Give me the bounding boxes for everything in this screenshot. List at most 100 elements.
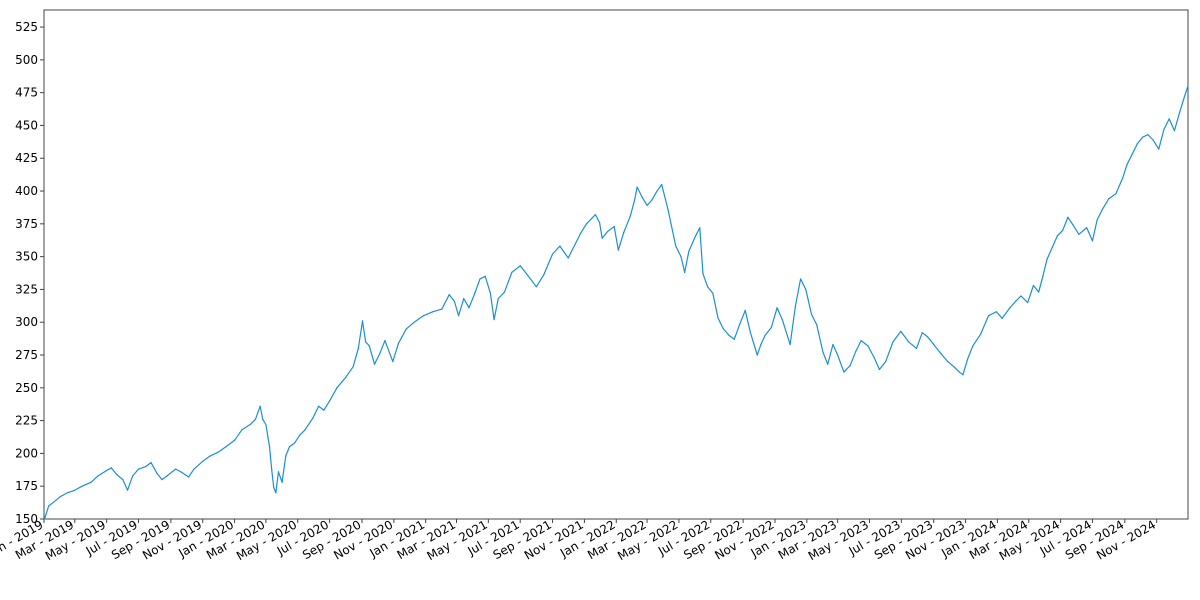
data-point [318, 405, 320, 407]
data-point [580, 232, 582, 234]
data-point [567, 257, 569, 259]
data-point [53, 501, 55, 503]
data-point [97, 475, 99, 477]
data-point [271, 468, 273, 470]
data-point [1056, 235, 1059, 237]
data-point [180, 471, 182, 473]
data-point [805, 288, 807, 291]
y-tick-label: 400 [15, 184, 38, 198]
data-point [468, 307, 470, 309]
data-point [860, 339, 862, 342]
data-point [1072, 224, 1074, 226]
data-point [1051, 246, 1053, 249]
data-point [606, 231, 608, 233]
data-point [622, 232, 625, 234]
data-point [728, 334, 730, 336]
data-point [873, 357, 875, 359]
data-point [463, 298, 465, 300]
data-point [265, 423, 267, 426]
data-point [373, 363, 376, 365]
data-point [1179, 111, 1181, 113]
data-point [617, 249, 619, 251]
data-point [559, 245, 561, 247]
data-point [48, 505, 50, 507]
data-point [680, 256, 682, 258]
data-point [397, 342, 400, 344]
data-point [132, 475, 134, 477]
data-point [413, 321, 415, 323]
data-point [629, 215, 631, 217]
data-point [543, 274, 545, 276]
data-point [733, 338, 735, 340]
data-point [1163, 128, 1165, 130]
data-point [379, 353, 381, 355]
data-point [106, 469, 108, 472]
data-point [479, 278, 481, 280]
data-point [770, 326, 772, 329]
data-point [794, 305, 796, 308]
data-point [249, 423, 251, 426]
series-layer [43, 85, 1189, 520]
data-point [980, 333, 982, 335]
data-point [1115, 193, 1117, 195]
data-point [601, 237, 603, 239]
data-point [202, 460, 204, 462]
data-point [345, 376, 347, 378]
data-point [268, 446, 271, 448]
y-tick-label: 275 [15, 348, 38, 362]
data-point [1086, 227, 1088, 229]
data-point [441, 308, 443, 310]
data-point [1027, 301, 1029, 304]
data-point [827, 363, 829, 365]
data-point [193, 468, 195, 470]
data-point [1091, 240, 1094, 242]
y-tick-label: 225 [15, 414, 38, 428]
data-point [900, 330, 902, 332]
data-point [81, 485, 83, 487]
y-tick-label: 450 [15, 118, 38, 132]
data-point [526, 274, 529, 276]
data-point [365, 341, 367, 343]
data-point [843, 371, 845, 373]
data-point [59, 496, 61, 498]
data-point [497, 298, 499, 300]
data-point [126, 489, 129, 491]
data-point [822, 351, 824, 353]
data-point [66, 492, 69, 494]
data-point [958, 371, 960, 373]
plot-area [43, 9, 1189, 520]
data-point [1015, 300, 1017, 302]
data-point [352, 366, 354, 368]
data-point [915, 347, 918, 350]
data-point [329, 400, 331, 402]
data-point [1062, 229, 1064, 231]
data-point [145, 465, 147, 468]
data-point [1152, 139, 1154, 141]
y-tick-label: 175 [15, 479, 38, 493]
data-point [756, 354, 758, 356]
data-point [122, 479, 124, 481]
data-point [1009, 307, 1011, 309]
data-point [288, 446, 290, 448]
data-point [661, 183, 663, 186]
data-point [810, 313, 813, 315]
data-point [1038, 291, 1040, 293]
data-point [656, 190, 658, 192]
data-point [422, 315, 425, 317]
data-point [832, 343, 834, 346]
data-point [90, 481, 92, 483]
data-point [357, 347, 359, 350]
data-point [892, 341, 894, 343]
y-tick-label: 375 [15, 217, 38, 231]
data-point [448, 294, 450, 296]
data-point [275, 492, 277, 494]
data-point [457, 315, 460, 317]
data-point [1136, 143, 1138, 145]
data-point [294, 442, 296, 444]
data-point [432, 311, 434, 313]
data-point [641, 197, 643, 199]
y-tick-label: 150 [15, 512, 38, 526]
data-point [1168, 118, 1170, 120]
